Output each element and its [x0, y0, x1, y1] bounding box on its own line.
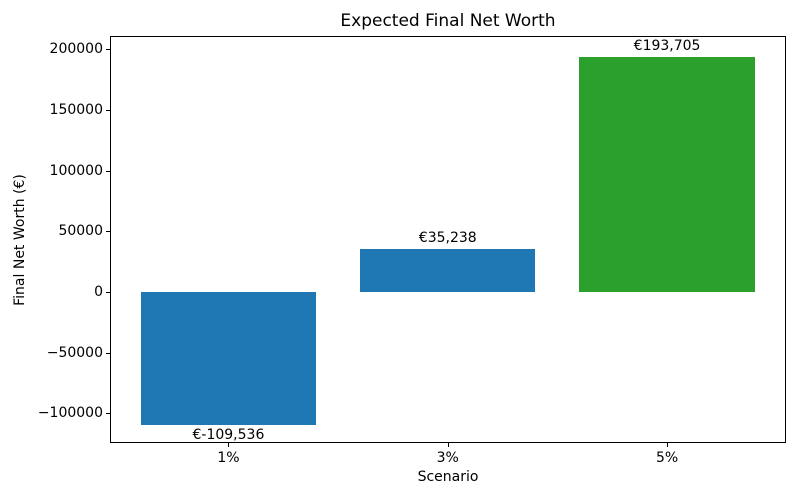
y-tick-mark [106, 352, 110, 354]
x-tick-mark [228, 443, 230, 447]
bar [579, 56, 755, 292]
y-tick-label: 0 [94, 284, 103, 300]
y-tick-mark [106, 49, 110, 50]
y-tick-mark [106, 292, 110, 293]
y-tick-label: 50000 [58, 223, 103, 240]
x-tick-mark [667, 443, 669, 447]
x-tick-mark [447, 443, 449, 447]
chart-title: Expected Final Net Worth [340, 11, 556, 31]
x-tick-label: 5% [655, 450, 679, 466]
x-axis-label: Scenario [417, 469, 479, 485]
y-tick-label: −50000 [46, 344, 103, 361]
bar [360, 249, 536, 292]
y-tick-label: 150000 [49, 101, 103, 118]
y-tick-label: 100000 [49, 162, 103, 179]
y-tick-label: 200000 [49, 41, 103, 57]
bar-value-label: €35,238 [418, 230, 477, 247]
y-axis-label: Final Net Worth (€) [12, 174, 28, 306]
x-tick-label: 3% [436, 450, 459, 466]
bar-value-label: €193,705 [633, 37, 701, 54]
y-tick-label: −100000 [37, 405, 103, 422]
y-tick-mark [106, 170, 110, 172]
bar [140, 292, 317, 426]
y-tick-mark [106, 231, 110, 233]
y-tick-mark [106, 413, 110, 415]
x-tick-label: 1% [217, 450, 240, 466]
bar-value-label: €-109,536 [192, 427, 265, 444]
y-tick-mark [106, 109, 110, 111]
